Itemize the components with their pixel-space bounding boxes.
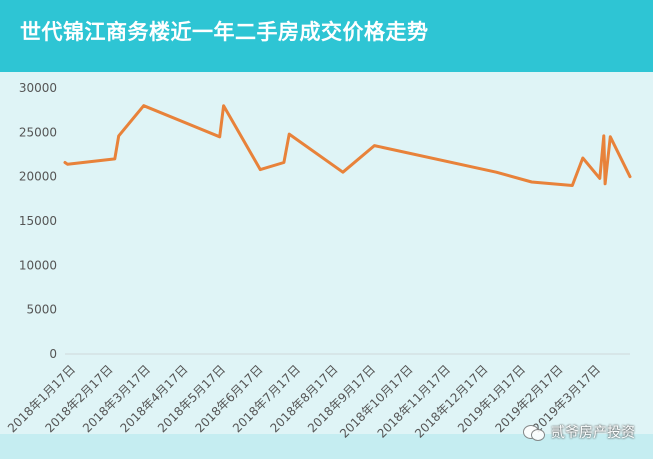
- y-tick-label: 15000: [19, 214, 57, 228]
- series-group: [63, 104, 632, 187]
- x-tick-label: 2018年5月17日: [155, 362, 228, 435]
- y-tick-label: 20000: [19, 170, 57, 184]
- x-tick-label: 2018年9月17日: [305, 362, 378, 435]
- y-axis: 0 5000 10000 15000 20000 25000 30000: [19, 81, 57, 361]
- x-tick-label: 2018年6月17日: [192, 362, 265, 435]
- x-tick-label: 2018年8月17日: [267, 362, 340, 435]
- y-tick-label: 0: [49, 347, 57, 361]
- x-tick-label: 2018年1月17日: [5, 362, 78, 435]
- y-tick-label: 30000: [19, 81, 57, 95]
- watermark: 贰爷房产投资: [523, 420, 635, 444]
- x-tick-label: 2018年4月17日: [117, 362, 190, 435]
- y-tick-label: 5000: [26, 303, 57, 317]
- chart-header: 世代锦江商务楼近一年二手房成交价格走势: [0, 0, 653, 72]
- x-tick-label: 2018年2月17日: [42, 362, 115, 435]
- watermark-text: 贰爷房产投资: [551, 425, 635, 441]
- wechat-icon: [523, 423, 545, 441]
- x-tick-label: 2018年7月17日: [230, 362, 303, 435]
- x-tick-label: 2019年1月17日: [455, 362, 528, 435]
- plot-area: [0, 72, 653, 459]
- y-tick-label: 10000: [19, 258, 57, 272]
- series-line: [63, 104, 632, 187]
- chart-title: 世代锦江商务楼近一年二手房成交价格走势: [20, 20, 429, 44]
- y-tick-label: 25000: [19, 125, 57, 139]
- x-tick-label: 2018年3月17日: [80, 362, 153, 435]
- bottom-band: [0, 434, 653, 459]
